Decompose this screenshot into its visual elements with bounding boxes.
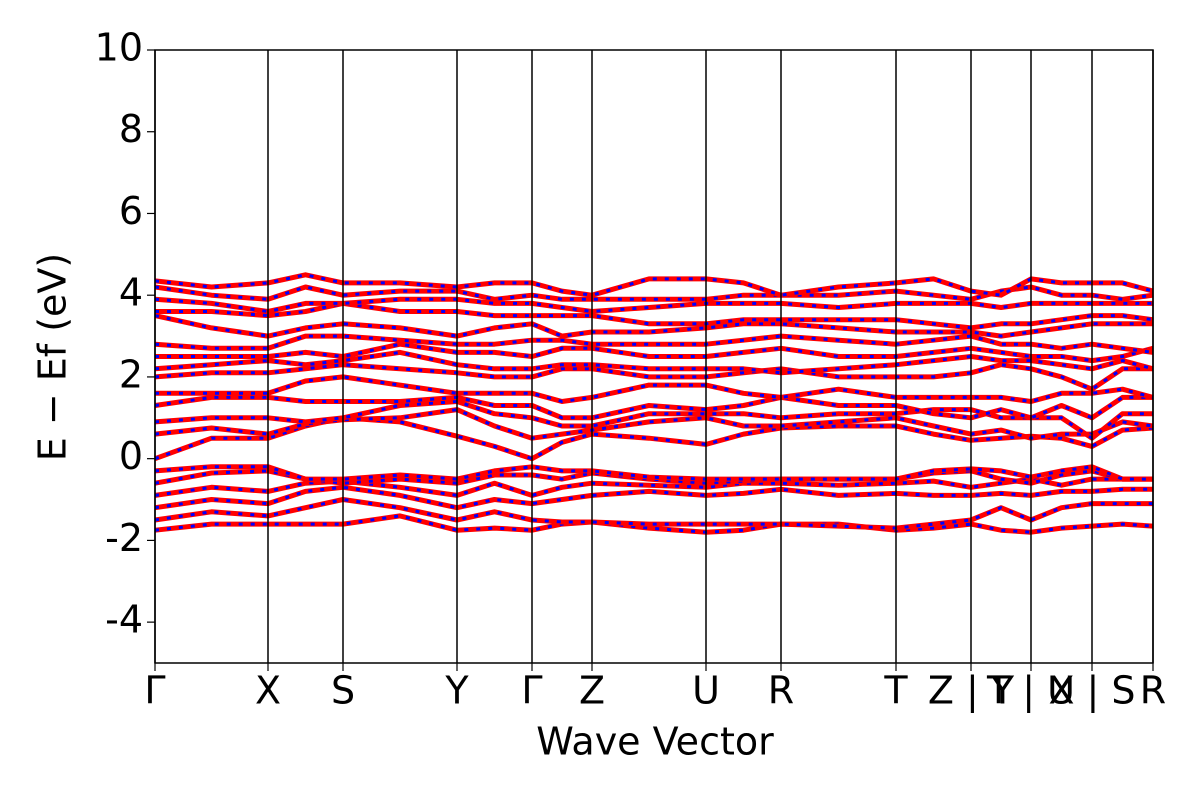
x-tick-label: X | S — [1048, 669, 1135, 714]
y-tick-label: 10 — [95, 26, 143, 70]
x-tick-label: Γ — [144, 669, 165, 713]
x-tick-label: R — [1140, 669, 1166, 713]
x-tick-label: S — [331, 669, 355, 713]
y-tick-label: -4 — [105, 598, 143, 642]
x-tick-label: U — [692, 669, 720, 713]
y-tick-label: 6 — [119, 189, 143, 233]
y-tick-label: 2 — [119, 352, 143, 396]
y-tick-label: 8 — [119, 107, 143, 151]
x-axis-label: Wave Vector — [536, 720, 774, 764]
x-tick-label: Z | Y — [928, 669, 1015, 714]
x-tick-label: R — [768, 669, 794, 713]
y-tick-label: -2 — [105, 516, 143, 560]
y-tick-label: 4 — [119, 271, 143, 315]
x-tick-label: T — [883, 669, 908, 713]
y-tick-label: 0 — [119, 434, 143, 478]
x-tick-label: Y — [444, 669, 469, 713]
x-tick-label: Z — [579, 669, 605, 713]
band-spin-up — [155, 374, 1154, 404]
x-tick-label: T | U — [986, 669, 1075, 714]
y-axis-label: E − Ef (eV) — [31, 253, 75, 462]
x-tick-label: Γ — [521, 669, 542, 713]
x-tick-label: X — [255, 669, 281, 713]
plot-frame — [154, 49, 1154, 664]
